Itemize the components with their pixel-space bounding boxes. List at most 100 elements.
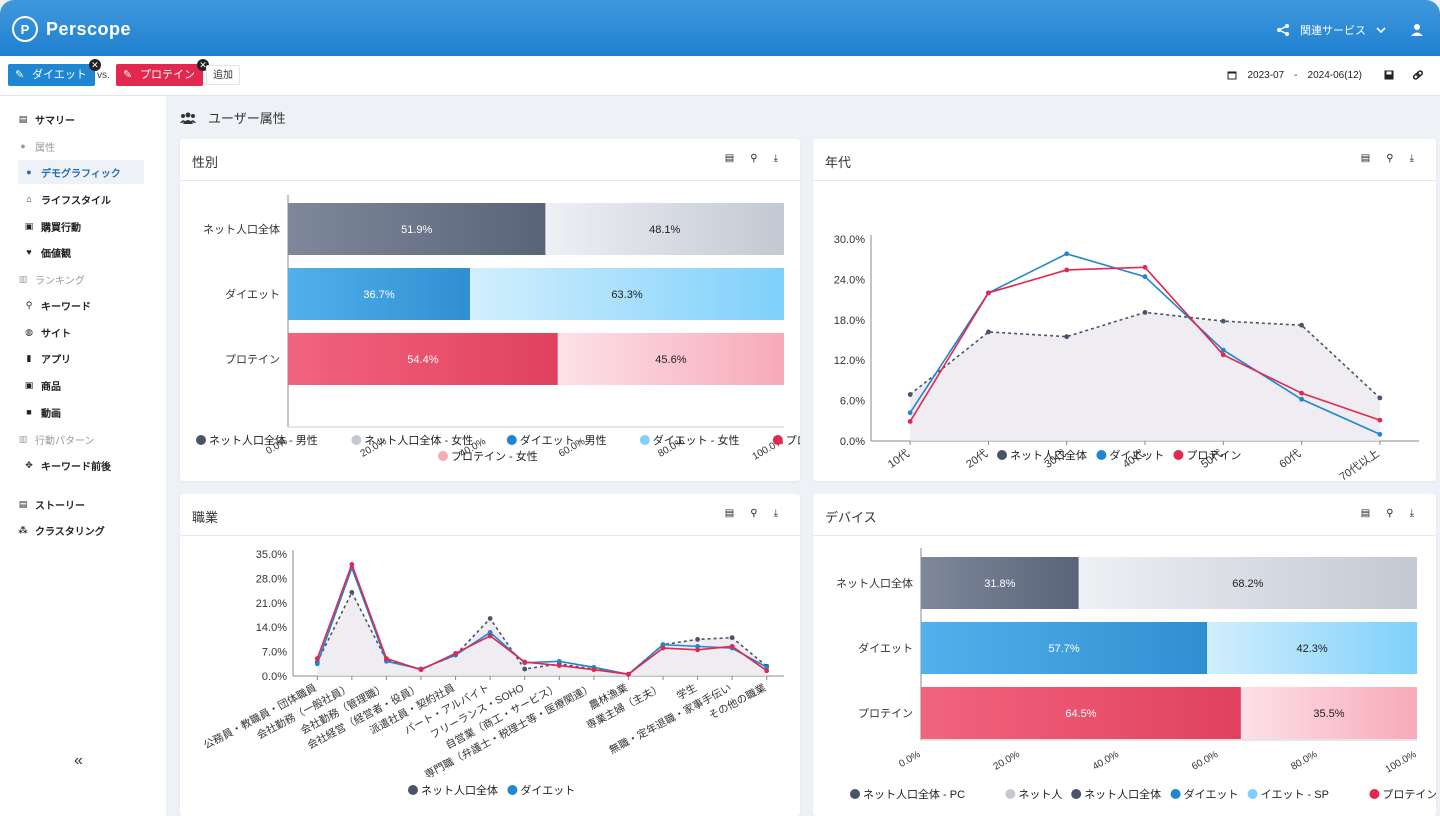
document-icon[interactable]: ▤	[1360, 508, 1371, 519]
link-icon[interactable]	[1412, 69, 1424, 81]
data-label: 31.8%	[984, 578, 1015, 590]
sidebar-item-label: キーワード前後	[41, 461, 111, 473]
bag-icon: ▣	[24, 220, 34, 231]
sidebar-item[interactable]: ■ 動画	[24, 400, 144, 424]
tick-label: 6.0%	[840, 396, 865, 408]
legend-marker	[1071, 789, 1082, 799]
data-point	[986, 329, 991, 335]
collapse-sidebar-button[interactable]: «	[74, 752, 83, 769]
sidebar-item[interactable]: ● デモグラフィック	[18, 160, 144, 184]
download-icon[interactable]: ⤓	[773, 508, 778, 519]
user-icon[interactable]	[1410, 23, 1424, 37]
data-point	[764, 664, 770, 670]
data-point	[556, 658, 562, 664]
date-separator: -	[1294, 69, 1298, 81]
save-icon[interactable]	[1384, 70, 1394, 80]
legend-label: ネット人口全体	[1010, 448, 1087, 462]
data-point	[522, 659, 528, 665]
data-point	[660, 645, 666, 651]
legend-label: ダイエット	[1184, 787, 1239, 801]
sidebar-item[interactable]: ▣ 商品	[24, 373, 144, 397]
data-point	[349, 562, 355, 567]
date-range[interactable]: 2023-07 - 2024-06(12)	[1227, 69, 1424, 81]
data-point	[1064, 251, 1070, 257]
download-icon[interactable]: ⤓	[1409, 508, 1414, 519]
person-icon: ●	[26, 167, 32, 177]
sidebar-item-label: ランキング	[35, 275, 85, 287]
gender-card: 性別 ▤ ⚲ ⤓ 51.9% 48.1% ネット人口全体 36.7% 63.3% ダイエット 5…	[180, 139, 800, 481]
card-title: 性別	[192, 155, 219, 170]
sidebar-item[interactable]: ▤ サマリー	[18, 107, 75, 131]
category-label: ダイエット	[225, 287, 280, 301]
zoom-icon[interactable]: ⚲	[750, 508, 758, 519]
data-point	[314, 656, 320, 661]
data-point	[1377, 395, 1383, 401]
tick-label: 12.0%	[834, 355, 865, 367]
sidebar-item[interactable]: ▣ 購買行動	[24, 214, 144, 238]
category-label: ネット人口全体	[836, 576, 913, 590]
legend-label: プロテイン - 女性	[451, 449, 538, 463]
document-icon[interactable]: ▤	[724, 508, 735, 519]
data-point	[1142, 264, 1148, 270]
legend-label: ネット人口全体 - PC	[863, 787, 965, 801]
data-label: 63.3%	[611, 289, 642, 301]
data-point	[1220, 318, 1226, 324]
legend-marker	[639, 435, 650, 445]
legend-marker	[1096, 450, 1107, 460]
card-title: デバイス	[825, 510, 877, 525]
sidebar-item: ▥ 行動パターン	[18, 427, 95, 451]
data-point	[986, 290, 991, 296]
arrows-icon: ✥	[25, 459, 33, 470]
chevron-down-icon[interactable]	[1376, 26, 1386, 34]
sidebar-item[interactable]: ✥ キーワード前後	[24, 453, 144, 477]
share-icon[interactable]	[1276, 23, 1290, 37]
bar-segment	[557, 333, 784, 385]
data-label: 35.5%	[1313, 708, 1344, 720]
sidebar-item[interactable]: ⁂ クラスタリング	[18, 518, 104, 542]
tick-label: 28.0%	[256, 573, 287, 585]
keyword-chip-protein[interactable]: ✎ プロテイン ✕	[116, 59, 209, 86]
sidebar-item-label: デモグラフィック	[41, 168, 121, 180]
document-icon[interactable]: ▤	[1360, 153, 1371, 164]
zoom-icon[interactable]: ⚲	[1386, 153, 1394, 164]
data-label: 36.7%	[363, 289, 394, 301]
sidebar-item[interactable]: ⌂ ライフスタイル	[24, 187, 144, 211]
sidebar-item-label: 動画	[41, 408, 61, 420]
data-label: 57.7%	[1048, 643, 1079, 655]
download-icon[interactable]: ⤓	[1409, 153, 1414, 164]
data-label: 42.3%	[1296, 643, 1327, 655]
sidebar-item[interactable]: ▮ アプリ	[24, 346, 144, 370]
close-icon[interactable]: ✕	[88, 59, 101, 71]
tick-label: 20.0%	[992, 749, 1022, 773]
card-tools: ▤ ⚲ ⤓	[725, 153, 778, 164]
download-icon[interactable]: ⤓	[773, 153, 778, 164]
bar-segment	[921, 687, 1241, 739]
zoom-icon[interactable]: ⚲	[750, 153, 758, 164]
zoom-icon[interactable]: ⚲	[1386, 508, 1394, 519]
legend-marker	[1170, 789, 1181, 799]
tick-label: 24.0%	[834, 274, 865, 286]
document-icon[interactable]: ▤	[724, 153, 735, 164]
job-chart: 0.0%7.0%14.0%21.0%28.0%35.0%公務員・教職員・団体職員…	[201, 549, 784, 797]
sidebar-item: ▥ ランキング	[18, 267, 85, 291]
related-services-menu[interactable]: 関連サービス	[1300, 25, 1366, 37]
calendar-icon	[1227, 71, 1237, 80]
bar-segment	[921, 622, 1208, 674]
tick-label: 60.0%	[1190, 749, 1220, 773]
section-title-text: ユーザー属性	[208, 111, 286, 126]
sidebar-item[interactable]: ▤ ストーリー	[18, 492, 85, 516]
card-header: デバイス ▤ ⚲ ⤓	[813, 494, 1436, 536]
heart-icon: ♥	[26, 247, 32, 257]
sidebar-item[interactable]: ⚲ キーワード	[24, 293, 144, 317]
keyword-chip-diet[interactable]: ✎ ダイエット ✕	[8, 59, 101, 86]
sidebar-item[interactable]: ◍ サイト	[24, 320, 144, 344]
edit-icon[interactable]: ✎	[123, 69, 133, 81]
data-point	[907, 419, 913, 424]
category-label: 60代	[1277, 447, 1304, 471]
sidebar-item[interactable]: ♥ 価値観	[24, 240, 144, 264]
edit-icon[interactable]: ✎	[15, 69, 25, 81]
add-keyword-button[interactable]: 追加	[206, 65, 240, 85]
data-point	[1220, 352, 1226, 358]
app-logo[interactable]: P Perscope	[12, 16, 131, 42]
legend-marker	[507, 785, 518, 795]
